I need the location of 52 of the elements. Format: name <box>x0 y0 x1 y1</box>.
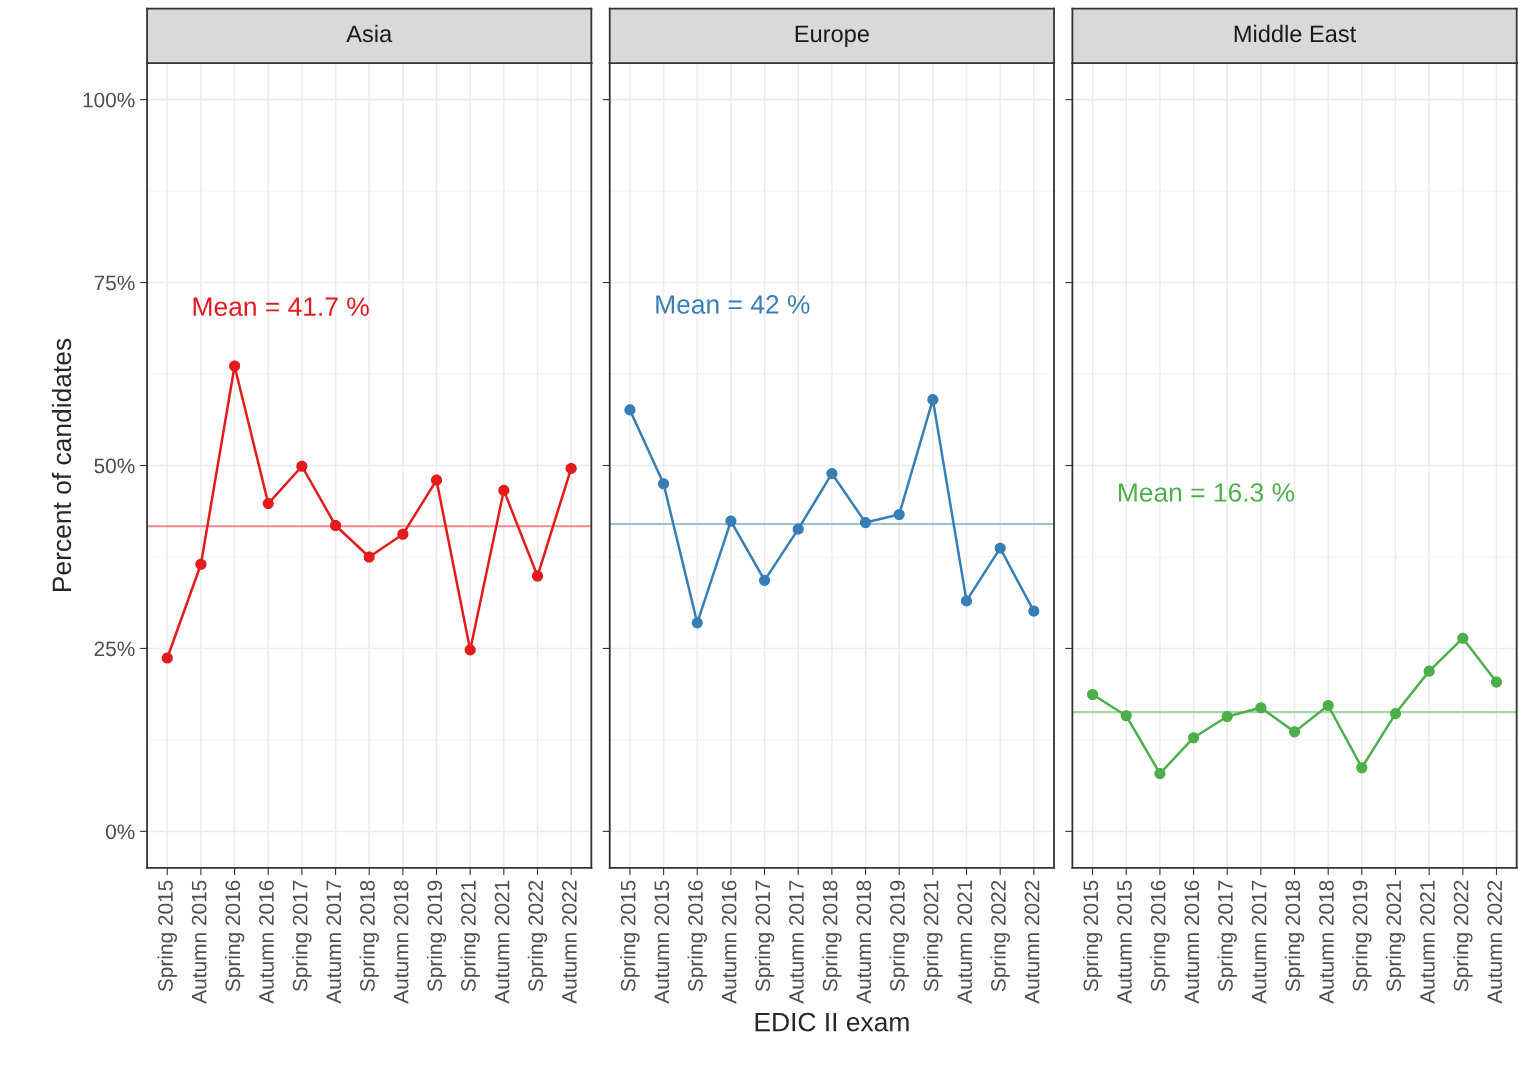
x-tick-label: Autumn 2015 <box>654 880 670 1004</box>
annotation: Mean = 42 % <box>656 295 810 314</box>
x-tick-label: Autumn 2022 <box>1487 880 1503 1004</box>
x-tick-label: Spring 2017 <box>1217 880 1237 992</box>
annotation: Mean = 41.7 % <box>193 297 369 316</box>
chart-title: Middle East <box>1234 24 1357 43</box>
x-tick-label: Spring 2018 <box>822 880 842 992</box>
x-tick-label: Spring 2021 <box>1385 880 1406 992</box>
x-tick-label: Autumn 2016 <box>259 880 274 1004</box>
x-tick-label: Spring 2017 <box>292 880 312 992</box>
y-tick-label: 25% <box>94 641 135 657</box>
x-tick-label: Spring 2015 <box>1082 880 1103 992</box>
y-tick-label: 75% <box>94 275 135 291</box>
x-tick-label: Autumn 2022 <box>1024 880 1040 1004</box>
x-axis-title: EDIC II exam <box>755 1012 909 1032</box>
y-tick-label: 50% <box>94 458 135 474</box>
chart-title: Asia <box>346 24 393 43</box>
x-tick-label: Autumn 2021 <box>1420 880 1435 1004</box>
x-tick-label: Autumn 2022 <box>562 880 577 1004</box>
x-tick-label: Autumn 2018 <box>856 880 872 1004</box>
x-tick-label: Autumn 2021 <box>494 880 510 1004</box>
y-axis-title: Percent of candidates <box>51 338 72 591</box>
x-tick-label: Spring 2015 <box>157 880 177 992</box>
x-tick-label: Spring 2019 <box>889 880 909 992</box>
x-tick-label: Autumn 2016 <box>721 880 737 1004</box>
y-tick-label: 0% <box>105 824 135 840</box>
x-tick-label: Autumn 2015 <box>1117 880 1132 1004</box>
annotation: Mean = 16.3 % <box>1118 483 1295 502</box>
x-tick-label: Spring 2021 <box>460 880 480 992</box>
x-tick-label: Autumn 2015 <box>191 880 207 1004</box>
x-tick-label: Spring 2015 <box>620 880 640 992</box>
x-tick-label: Spring 2021 <box>923 880 943 992</box>
x-tick-label: Spring 2016 <box>224 880 245 992</box>
x-tick-label: Spring 2019 <box>426 880 447 992</box>
x-tick-label: Spring 2018 <box>1284 880 1305 992</box>
chart-title: Europe <box>795 25 869 47</box>
x-tick-label: Spring 2022 <box>990 880 1010 992</box>
x-tick-label: Spring 2022 <box>527 880 548 992</box>
y-tick-label: 100% <box>83 92 135 108</box>
x-tick-label: Spring 2022 <box>1453 880 1473 992</box>
x-tick-label: Spring 2017 <box>754 880 775 992</box>
x-tick-label: Autumn 2018 <box>393 880 409 1004</box>
x-tick-label: Spring 2016 <box>687 880 707 992</box>
x-tick-label: Autumn 2017 <box>789 880 804 1004</box>
x-tick-label: Spring 2019 <box>1352 880 1372 992</box>
x-tick-label: Autumn 2016 <box>1184 880 1200 1004</box>
x-tick-label: Spring 2018 <box>359 880 379 992</box>
x-tick-label: Autumn 2018 <box>1319 880 1334 1004</box>
x-tick-label: Spring 2016 <box>1150 880 1170 992</box>
x-tick-label: Autumn 2021 <box>957 880 973 1004</box>
x-tick-label: Autumn 2017 <box>1251 880 1267 1004</box>
x-tick-label: Autumn 2017 <box>326 880 342 1004</box>
